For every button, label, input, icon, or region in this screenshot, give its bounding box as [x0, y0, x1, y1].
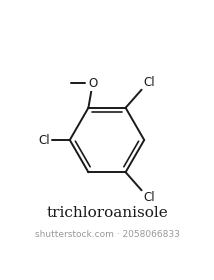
Text: Cl: Cl: [38, 134, 50, 146]
Text: Cl: Cl: [144, 191, 155, 204]
Text: O: O: [88, 77, 97, 90]
Text: Cl: Cl: [144, 76, 155, 89]
Text: shutterstock.com · 2058066833: shutterstock.com · 2058066833: [35, 230, 179, 239]
Text: trichloroanisole: trichloroanisole: [46, 206, 168, 220]
